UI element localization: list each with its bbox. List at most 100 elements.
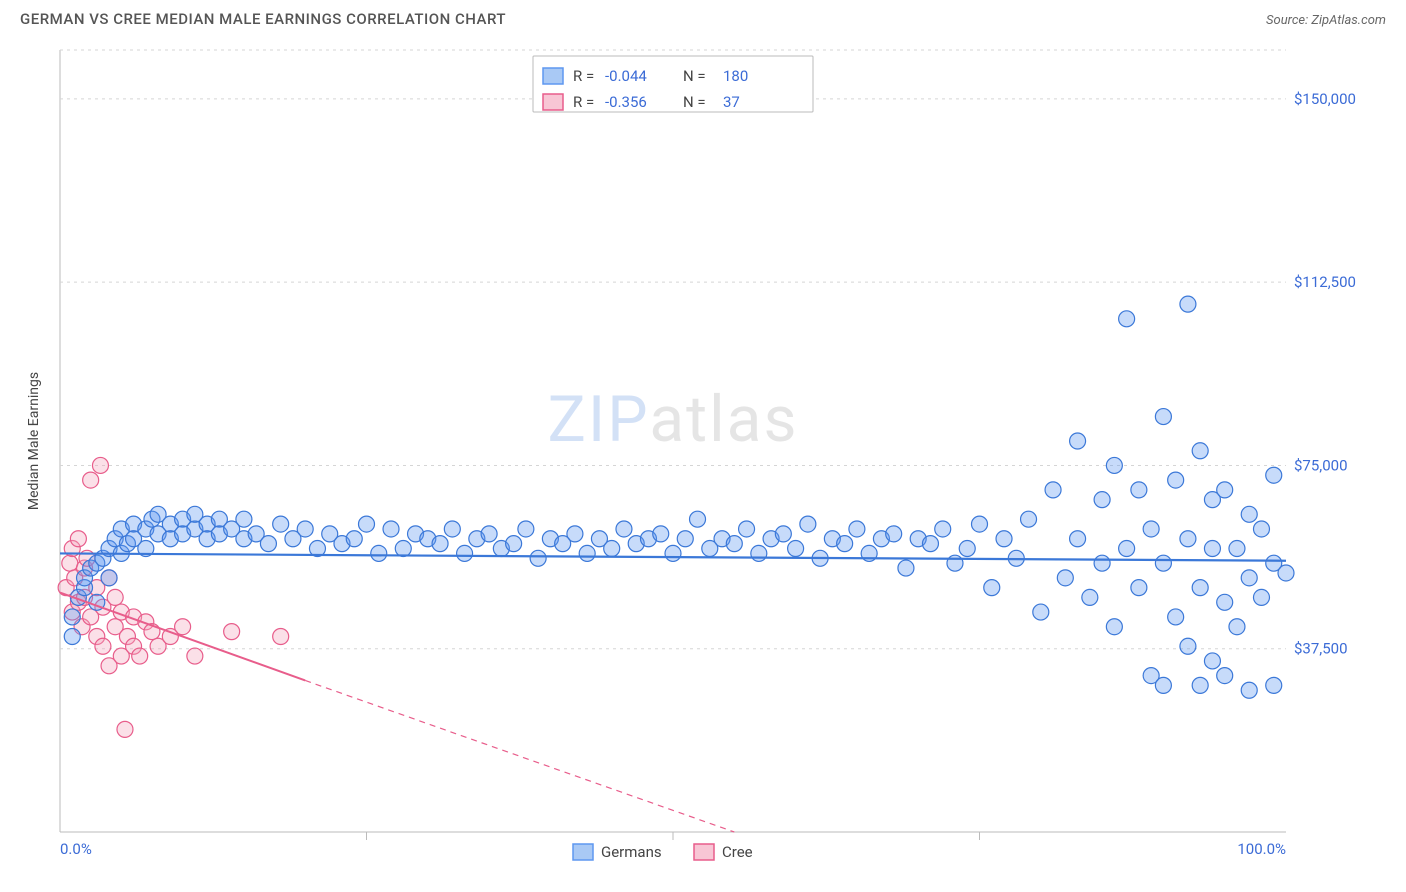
germans-point <box>1057 570 1073 586</box>
germans-point <box>1241 506 1257 522</box>
source-attribution: Source: ZipAtlas.com <box>1266 13 1386 28</box>
germans-point <box>788 541 804 557</box>
germans-point <box>1106 619 1122 635</box>
cree-point <box>117 721 133 737</box>
germans-point <box>1070 433 1086 449</box>
germans-point <box>739 521 755 537</box>
germans-point <box>1217 668 1233 684</box>
germans-point <box>359 516 375 532</box>
germans-point <box>1180 296 1196 312</box>
germans-point <box>1021 511 1037 527</box>
watermark: ZIPatlas <box>548 382 799 457</box>
germans-point <box>775 526 791 542</box>
germans-point <box>1119 311 1135 327</box>
cree-point <box>83 472 99 488</box>
germans-point <box>1241 570 1257 586</box>
germans-point <box>665 545 681 561</box>
germans-point <box>1033 604 1049 620</box>
germans-point <box>1082 589 1098 605</box>
germans-point <box>1180 638 1196 654</box>
germans-point <box>690 511 706 527</box>
legend-r-label: R = <box>573 67 594 85</box>
germans-point <box>1229 541 1245 557</box>
chart-container: $37,500$75,000$112,500$150,0000.0%100.0%… <box>20 40 1386 882</box>
germans-point <box>1155 555 1171 571</box>
germans-point <box>383 521 399 537</box>
germans-point <box>922 536 938 552</box>
bottom-legend-label: Germans <box>601 843 662 861</box>
germans-point <box>506 536 522 552</box>
germans-point <box>1155 677 1171 693</box>
legend-n-label: N = <box>683 67 706 85</box>
germans-point <box>579 545 595 561</box>
germans-point <box>1131 482 1147 498</box>
cree-point <box>95 638 111 654</box>
germans-point <box>800 516 816 532</box>
legend-r-label: R = <box>573 93 594 111</box>
correlation-chart: $37,500$75,000$112,500$150,0000.0%100.0%… <box>20 40 1386 882</box>
bottom-legend-swatch <box>573 844 593 860</box>
x-tick-label: 100.0% <box>1237 840 1286 858</box>
germans-point <box>567 526 583 542</box>
germans-point <box>444 521 460 537</box>
germans-point <box>1266 467 1282 483</box>
germans-point <box>64 629 80 645</box>
germans-point <box>371 545 387 561</box>
germans-point <box>273 516 289 532</box>
germans-point <box>1192 677 1208 693</box>
germans-point <box>1168 609 1184 625</box>
germans-point <box>1192 443 1208 459</box>
germans-point <box>996 531 1012 547</box>
germans-point <box>1204 653 1220 669</box>
germans-point <box>1217 482 1233 498</box>
germans-point <box>751 545 767 561</box>
germans-point <box>1155 409 1171 425</box>
legend-n-value: 37 <box>723 93 740 111</box>
legend-n-value: 180 <box>723 67 748 85</box>
germans-point <box>457 545 473 561</box>
germans-point <box>1106 457 1122 473</box>
germans-point <box>346 531 362 547</box>
germans-point <box>1253 589 1269 605</box>
cree-point <box>62 555 78 571</box>
germans-point <box>1266 677 1282 693</box>
germans-point <box>1204 541 1220 557</box>
germans-point <box>101 570 117 586</box>
y-axis-title: Median Male Earnings <box>26 372 42 510</box>
germans-point <box>886 526 902 542</box>
germans-point <box>959 541 975 557</box>
germans-point <box>1119 541 1135 557</box>
germans-point <box>395 541 411 557</box>
germans-point <box>530 550 546 566</box>
x-tick-label: 0.0% <box>60 840 92 858</box>
cree-point <box>187 648 203 664</box>
cree-point <box>175 619 191 635</box>
cree-point <box>132 648 148 664</box>
germans-point <box>604 541 620 557</box>
y-tick-label: $112,500 <box>1294 273 1356 291</box>
germans-point <box>1192 580 1208 596</box>
germans-point <box>1253 521 1269 537</box>
germans-point <box>1094 492 1110 508</box>
germans-point <box>837 536 853 552</box>
germans-point <box>518 521 534 537</box>
germans-point <box>677 531 693 547</box>
germans-point <box>984 580 1000 596</box>
germans-point <box>236 511 252 527</box>
cree-point <box>224 624 240 640</box>
legend-r-value: -0.356 <box>605 93 647 111</box>
germans-point <box>1131 580 1147 596</box>
germans-point <box>1094 555 1110 571</box>
legend-swatch <box>543 94 563 110</box>
germans-point <box>432 536 448 552</box>
germans-point <box>1278 565 1294 581</box>
germans-point <box>972 516 988 532</box>
y-tick-label: $150,000 <box>1294 90 1356 108</box>
germans-point <box>849 521 865 537</box>
bottom-legend-label: Cree <box>722 843 753 861</box>
germans-point <box>1045 482 1061 498</box>
germans-point <box>616 521 632 537</box>
legend-n-label: N = <box>683 93 706 111</box>
germans-point <box>935 521 951 537</box>
germans-point <box>1229 619 1245 635</box>
